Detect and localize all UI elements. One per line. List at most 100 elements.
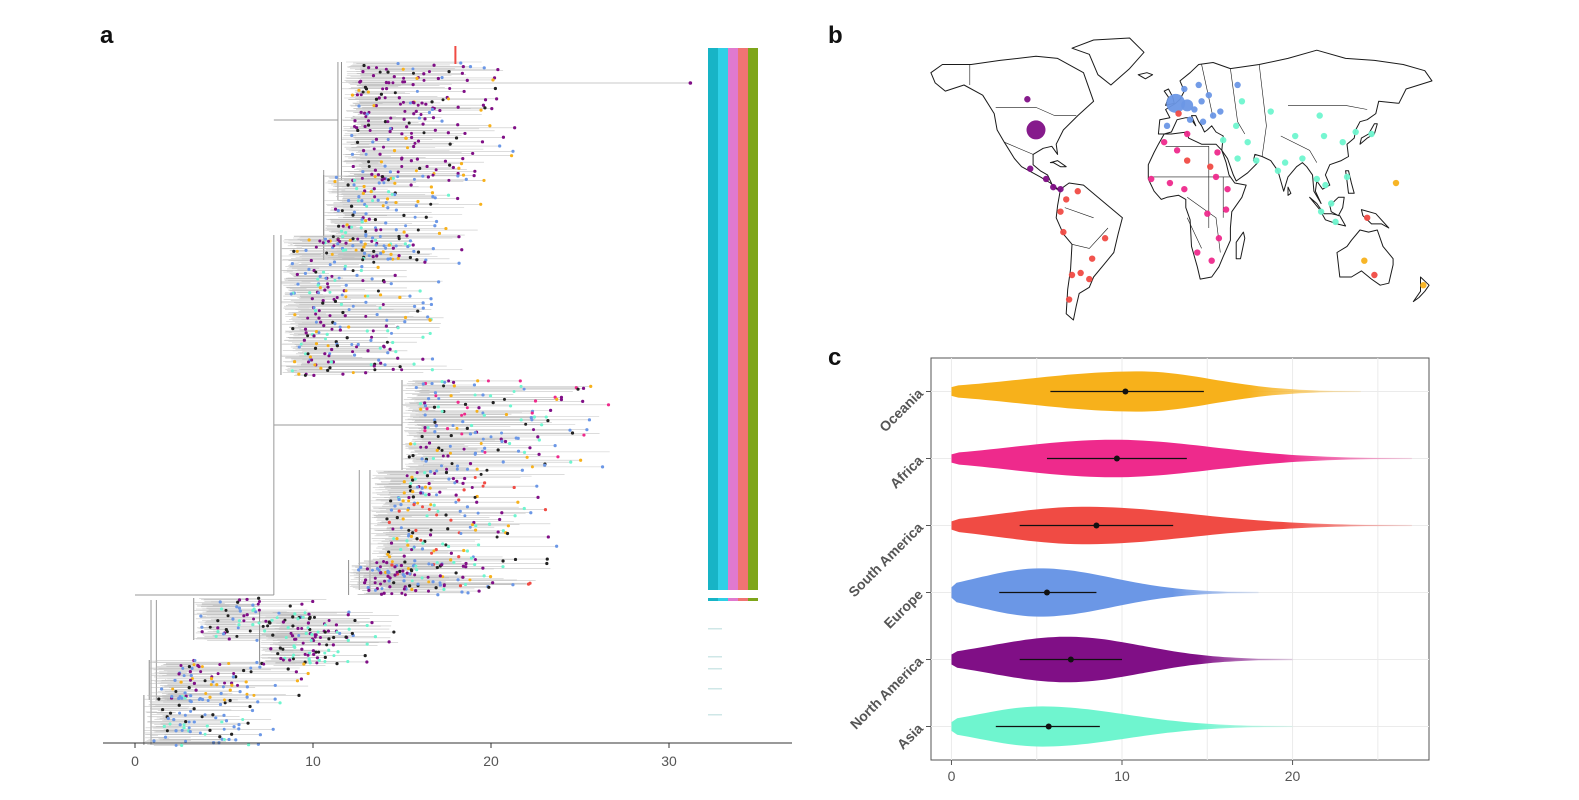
tree-tip bbox=[511, 149, 515, 153]
tree-tip bbox=[303, 271, 308, 276]
tree-tip bbox=[388, 585, 392, 589]
tree-tip bbox=[512, 485, 516, 490]
tree-tip bbox=[405, 234, 409, 238]
tree-tip bbox=[275, 616, 279, 620]
tree-tip bbox=[392, 537, 396, 541]
tree-tip bbox=[447, 379, 451, 383]
tree-tip bbox=[222, 727, 226, 731]
tree-tip bbox=[379, 160, 384, 164]
tree-tip bbox=[421, 505, 425, 509]
tree-tip bbox=[415, 89, 419, 93]
tree-tip bbox=[364, 371, 368, 375]
tree-tip bbox=[359, 110, 363, 114]
tree-tip bbox=[359, 93, 363, 97]
tree-tip bbox=[475, 467, 479, 471]
tree-tip bbox=[454, 493, 458, 497]
tree-tip bbox=[420, 434, 424, 439]
tree-tip bbox=[421, 382, 425, 386]
tree-tip bbox=[420, 101, 424, 105]
tree-tip bbox=[477, 406, 481, 410]
tree-tip bbox=[446, 454, 450, 458]
tree-tip bbox=[333, 299, 338, 303]
tree-tip bbox=[501, 460, 505, 464]
tree-tip bbox=[209, 677, 214, 681]
tree-tip bbox=[360, 265, 364, 269]
tree-tip bbox=[420, 486, 424, 490]
tree-tip bbox=[408, 584, 412, 588]
tree-tip bbox=[367, 160, 371, 164]
tree-tip bbox=[323, 655, 327, 659]
tree-tip bbox=[166, 716, 170, 721]
tree-tip bbox=[219, 607, 224, 611]
tree-tip bbox=[413, 141, 417, 145]
tree-tip bbox=[304, 331, 308, 335]
tree-tip bbox=[318, 286, 322, 290]
tree-tip bbox=[178, 723, 182, 727]
tree-tip bbox=[330, 347, 334, 352]
tree-tip bbox=[190, 666, 194, 671]
tree-tip bbox=[297, 345, 301, 349]
tree-tip bbox=[509, 154, 514, 158]
tree-tip bbox=[323, 651, 327, 655]
tree-tip bbox=[249, 670, 253, 674]
tree-tip bbox=[312, 373, 316, 378]
tree-tip bbox=[372, 147, 376, 151]
tree-tip bbox=[530, 411, 534, 415]
tree-tip bbox=[374, 137, 379, 141]
tree-tip bbox=[257, 596, 261, 600]
tree-tip bbox=[231, 617, 235, 621]
tree-tip bbox=[307, 651, 312, 655]
tree-tip bbox=[537, 438, 541, 442]
tree-tip bbox=[317, 650, 321, 654]
x-tick-label: 20 bbox=[1285, 768, 1301, 784]
tree-tip bbox=[411, 478, 415, 482]
tree-tip bbox=[349, 204, 354, 208]
tree-tip bbox=[396, 61, 400, 66]
y-tick-label: Asia bbox=[894, 720, 926, 752]
tree-tip bbox=[362, 184, 366, 189]
tree-tip bbox=[290, 634, 295, 638]
tree-tip bbox=[321, 241, 325, 245]
tree-tip bbox=[222, 737, 226, 741]
tree-tip bbox=[379, 571, 383, 575]
tree-tip bbox=[507, 441, 512, 446]
tree-tip bbox=[375, 66, 379, 70]
tree-tip bbox=[522, 506, 526, 511]
tree-tip bbox=[465, 78, 469, 82]
tree-tip bbox=[162, 724, 166, 728]
tree-tip bbox=[457, 555, 461, 559]
map-point bbox=[1027, 165, 1034, 172]
tree-tip bbox=[390, 563, 394, 567]
map-point bbox=[1191, 106, 1198, 113]
tree-tip bbox=[326, 629, 331, 633]
tree-tip bbox=[476, 379, 480, 383]
tree-tip bbox=[416, 199, 420, 204]
tree-tip bbox=[393, 573, 397, 577]
tree-tip bbox=[232, 725, 236, 729]
tree-tip bbox=[414, 169, 418, 173]
tree-tip bbox=[406, 508, 410, 512]
tree-tip bbox=[466, 591, 470, 595]
tree-tip bbox=[286, 626, 290, 630]
tree-tip bbox=[367, 217, 371, 221]
tree-tip bbox=[290, 369, 294, 373]
tree-tip bbox=[413, 477, 417, 481]
tree-tip bbox=[319, 366, 323, 370]
tree-tip bbox=[403, 242, 407, 246]
tree-tip bbox=[351, 350, 355, 354]
map-point bbox=[1057, 185, 1064, 193]
tree-tip bbox=[343, 314, 347, 318]
tree-tip bbox=[364, 219, 368, 223]
tree-tip bbox=[382, 181, 386, 185]
map-point bbox=[1166, 179, 1174, 187]
tree-tip bbox=[378, 70, 382, 74]
tree-tip bbox=[361, 70, 365, 74]
tree-x-tick-label: 0 bbox=[131, 753, 139, 769]
tree-tip bbox=[341, 248, 345, 253]
tree-tip bbox=[473, 475, 477, 479]
tree-tip bbox=[519, 418, 523, 422]
tree-tip bbox=[365, 112, 369, 116]
tree-tip bbox=[363, 654, 367, 658]
color-strip bbox=[708, 598, 718, 601]
